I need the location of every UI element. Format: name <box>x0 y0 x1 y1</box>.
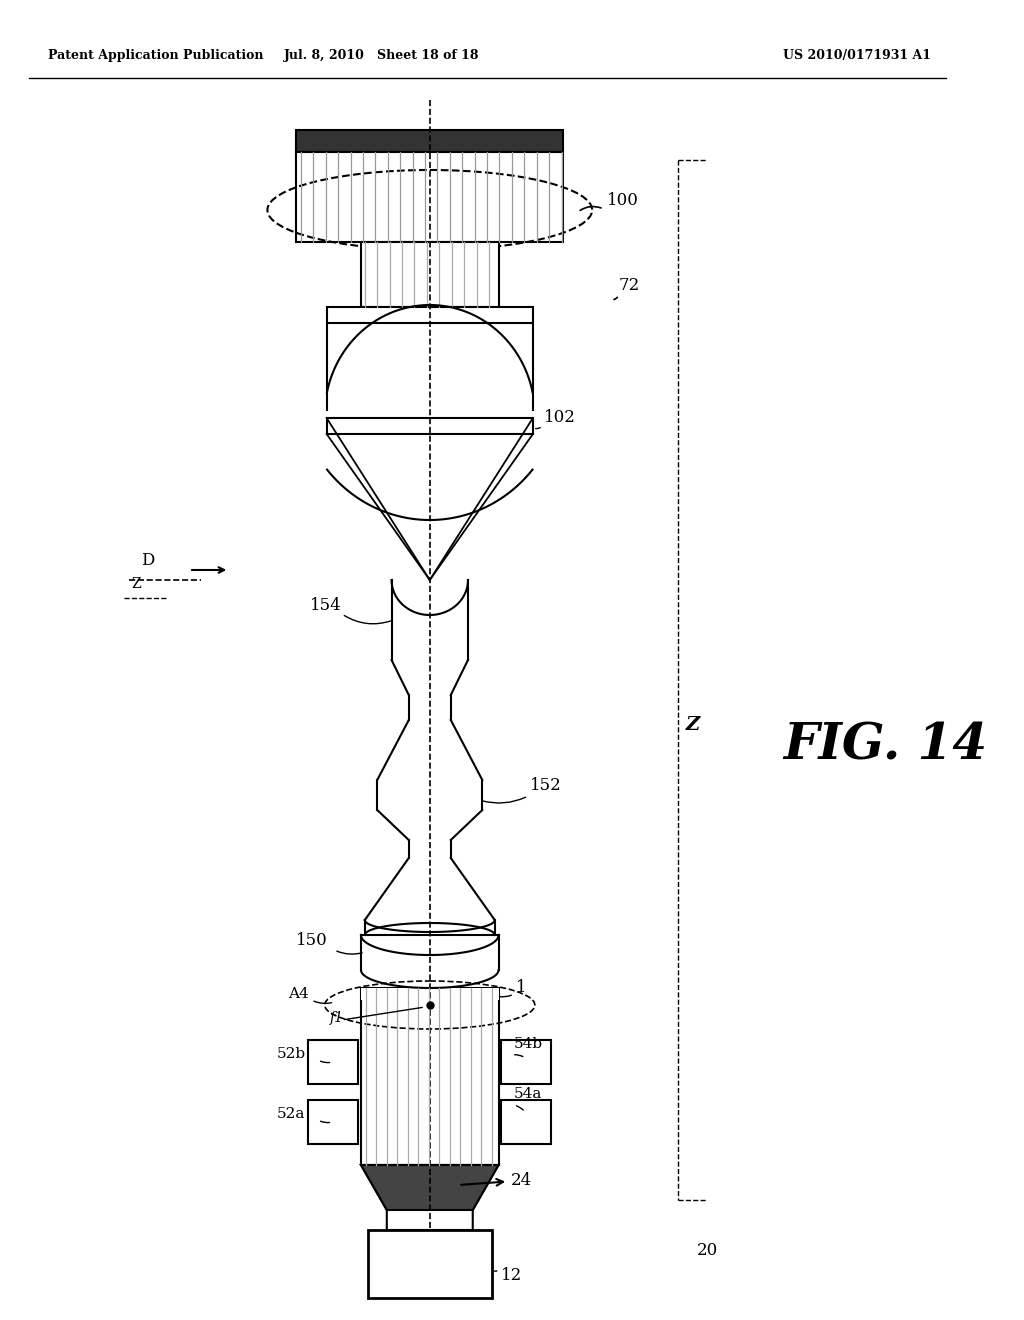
Bar <box>361 987 499 1166</box>
Bar <box>308 1040 358 1084</box>
Text: D: D <box>141 552 155 569</box>
Bar <box>361 242 499 308</box>
Text: 54a: 54a <box>514 1086 542 1101</box>
Bar <box>361 987 499 1001</box>
Text: 20: 20 <box>697 1242 719 1259</box>
Text: f1: f1 <box>330 1011 343 1026</box>
Text: 52a: 52a <box>276 1107 305 1121</box>
Bar <box>296 129 563 152</box>
Text: 72: 72 <box>618 277 640 294</box>
Text: FIG. 14: FIG. 14 <box>783 722 987 771</box>
Text: US 2010/0171931 A1: US 2010/0171931 A1 <box>783 49 931 62</box>
Text: 12: 12 <box>502 1266 522 1283</box>
Text: 150: 150 <box>296 932 328 949</box>
Polygon shape <box>361 1166 499 1210</box>
Bar <box>327 418 532 434</box>
Text: 54b: 54b <box>514 1038 543 1051</box>
Text: 102: 102 <box>545 409 577 426</box>
Text: 1: 1 <box>516 979 526 997</box>
Text: 100: 100 <box>606 191 638 209</box>
Bar <box>308 1100 358 1144</box>
Bar <box>296 152 563 242</box>
Bar <box>502 1040 551 1084</box>
Text: 24: 24 <box>461 1172 532 1189</box>
Text: A4: A4 <box>289 987 309 1001</box>
Text: 154: 154 <box>310 597 342 614</box>
Text: 152: 152 <box>530 777 562 795</box>
Text: Z: Z <box>132 577 141 591</box>
Text: Patent Application Publication: Patent Application Publication <box>48 49 263 62</box>
Bar <box>368 1230 492 1298</box>
Text: Jul. 8, 2010   Sheet 18 of 18: Jul. 8, 2010 Sheet 18 of 18 <box>285 49 480 62</box>
Text: 52b: 52b <box>276 1047 306 1061</box>
Bar <box>502 1100 551 1144</box>
Bar <box>327 308 532 323</box>
Text: Z: Z <box>686 715 700 734</box>
Polygon shape <box>361 1166 499 1230</box>
